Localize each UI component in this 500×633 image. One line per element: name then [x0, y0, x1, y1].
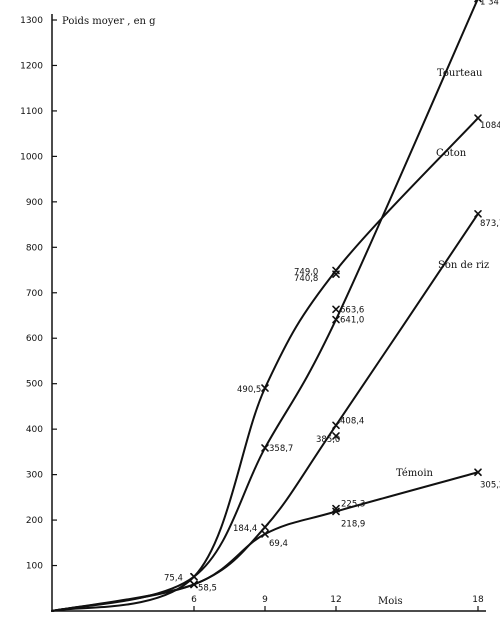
series-1-point: [261, 384, 269, 392]
extra-point: [332, 432, 340, 440]
x-tick-label: 18: [472, 595, 484, 605]
data-label: 740,8: [294, 274, 318, 284]
series-2-point: [261, 523, 269, 531]
y-tick-label: 100: [26, 562, 43, 572]
y-tick-label: 300: [26, 471, 43, 481]
y-tick-label: 400: [26, 425, 43, 435]
series-0-point: [474, 0, 482, 3]
y-tick-label: 800: [26, 243, 43, 253]
data-label: 490,5: [237, 385, 261, 395]
series-layer: [51, 0, 482, 612]
y-tick-label: 1300: [20, 16, 43, 26]
data-label: 358,7: [269, 444, 293, 454]
x-axis-title: Mois: [378, 596, 403, 607]
series-1-point: [190, 572, 198, 581]
extra-point: [332, 504, 340, 513]
labels-layer: 75,4 358,7 641,0 1 347,2 Tourteau 490,5 749,0 1…: [164, 0, 500, 593]
data-label: 1084,3: [480, 121, 500, 131]
axes: 100 200 300 400 500 600 700 800 900 1000 1100 1200 1…: [20, 14, 486, 612]
data-label: 385,0: [316, 435, 340, 445]
data-label: 873,7: [480, 219, 500, 229]
y-axis-title: Poids moyer , en g: [62, 16, 156, 27]
y-tick-label: 500: [26, 380, 43, 390]
series-2-point: [332, 421, 340, 430]
y-tick-label: 1200: [20, 61, 43, 71]
series-name-label: Coton: [436, 148, 467, 159]
series-name-label: Son de riz: [438, 260, 489, 271]
data-label: 218,9: [341, 519, 365, 529]
series-3-point: [190, 580, 198, 589]
data-label: 1 347,2: [480, 0, 500, 8]
data-label: 749,0: [294, 267, 318, 277]
series-0-point: [332, 315, 340, 324]
series-3-point: [261, 530, 269, 538]
data-label: 641,0: [340, 316, 364, 326]
y-tick-label: 1100: [20, 107, 43, 117]
x-tick-label: 9: [262, 595, 268, 605]
y-tick-label: 900: [26, 198, 43, 208]
series-line-1: [51, 117, 479, 612]
series-2-point: [474, 210, 482, 218]
series-name-label: Tourteau: [437, 68, 483, 79]
series-3-point: [474, 468, 482, 477]
data-label: 663,6: [340, 305, 364, 315]
series-line-3: [51, 471, 479, 612]
y-tick-label: 200: [26, 516, 43, 526]
data-label: 225,3: [341, 500, 365, 510]
y-tick-label: 600: [26, 334, 43, 344]
data-label: 69,4: [269, 539, 288, 549]
y-tick-label: 1000: [20, 152, 43, 162]
data-label: 184,4: [233, 524, 257, 534]
extra-point: [332, 270, 340, 279]
data-label: 58,5: [198, 583, 217, 593]
x-tick-label: 6: [191, 595, 197, 605]
data-label: 408,4: [340, 416, 364, 426]
extra-point: [332, 305, 340, 314]
series-name-label: Témoin: [396, 468, 434, 479]
series-line-2: [51, 212, 479, 612]
series-1-point: [474, 114, 482, 122]
data-label: 305,2: [480, 480, 500, 490]
y-tick-label: 700: [26, 289, 43, 299]
series-0-point: [261, 444, 269, 452]
series-line-0: [51, 0, 479, 612]
x-tick-label: 12: [330, 595, 341, 605]
data-label: 75,4: [164, 574, 183, 584]
